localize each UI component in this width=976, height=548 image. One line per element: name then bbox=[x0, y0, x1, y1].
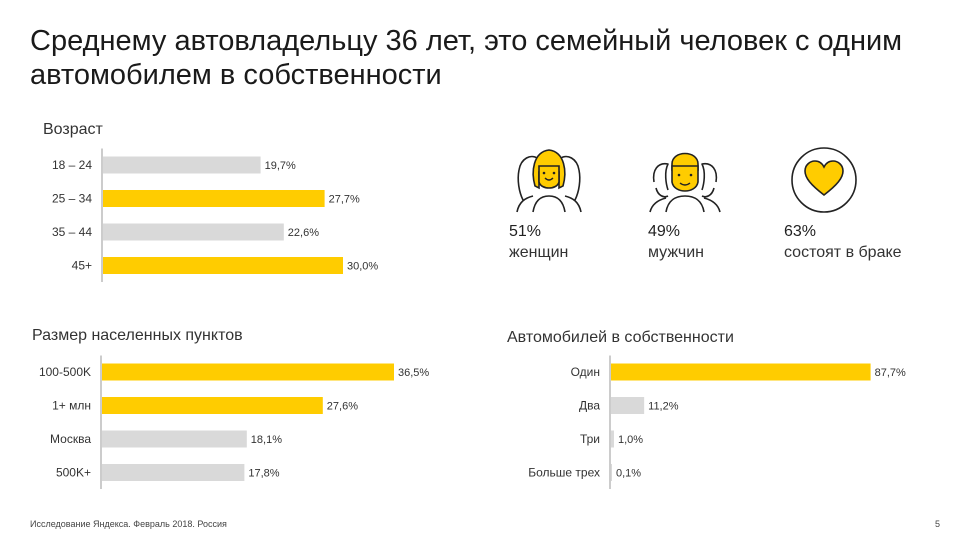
stat-women-value: 51% bbox=[509, 223, 542, 240]
cars-category-label-2: Три bbox=[580, 432, 600, 446]
age-value-label-0: 19,7% bbox=[265, 160, 296, 172]
cars-category-label-3: Больше трех bbox=[528, 466, 600, 480]
age-category-label-0: 18 – 24 bbox=[52, 158, 92, 172]
settlement-bar-1 bbox=[102, 397, 323, 414]
age-value-label-3: 30,0% bbox=[347, 261, 378, 273]
settlement-bar-3 bbox=[102, 464, 245, 481]
stat-men-value: 49% bbox=[648, 223, 681, 240]
settlement-bar-2 bbox=[102, 430, 247, 448]
stat-married-value: 63% bbox=[784, 223, 817, 240]
heart-icon bbox=[791, 147, 857, 213]
age-bar-0 bbox=[103, 156, 261, 174]
age-category-label-2: 35 – 44 bbox=[52, 225, 92, 239]
page-number: 5 bbox=[935, 519, 941, 529]
cars-category-label-1: Два bbox=[579, 399, 600, 413]
age-bar-2 bbox=[103, 223, 284, 241]
stat-married-label: состоят в браке bbox=[784, 244, 902, 261]
settlement-category-label-1: 1+ млн bbox=[52, 399, 91, 413]
cars-value-label-0: 87,7% bbox=[875, 367, 906, 379]
settlement-value-label-1: 27,6% bbox=[327, 401, 358, 413]
age-category-label-3: 45+ bbox=[72, 259, 92, 273]
age-category-label-1: 25 – 34 bbox=[52, 192, 92, 206]
cars-bar-3 bbox=[611, 464, 612, 481]
stat-married: 63% состоят в браке bbox=[784, 222, 954, 264]
age-bar-3 bbox=[103, 257, 343, 274]
settlement-chart-title: Размер населенных пунктов bbox=[32, 327, 243, 344]
stat-men: 49% мужчин bbox=[648, 222, 818, 264]
stat-men-label: мужчин bbox=[648, 244, 704, 261]
page-title: Среднему автовладельцу 36 лет, это семей… bbox=[30, 25, 903, 91]
cars-chart-title: Автомобилей в собственности bbox=[507, 329, 734, 346]
cars-bar-1 bbox=[611, 397, 645, 414]
cars-value-label-3: 0,1% bbox=[616, 468, 641, 480]
settlement-bar-0 bbox=[102, 363, 394, 381]
stat-women-label: женщин bbox=[509, 244, 569, 261]
age-value-label-1: 27,7% bbox=[329, 194, 360, 206]
cars-value-label-1: 11,2% bbox=[648, 401, 679, 413]
settlement-value-label-2: 18,1% bbox=[251, 434, 282, 446]
settlement-category-label-2: Москва bbox=[50, 432, 91, 446]
woman-group-icon bbox=[516, 149, 582, 213]
cars-bar-2 bbox=[611, 430, 614, 448]
settlement-category-label-0: 100-500K bbox=[39, 365, 91, 379]
cars-bar-0 bbox=[611, 363, 871, 381]
age-value-label-2: 22,6% bbox=[288, 227, 319, 239]
age-bar-1 bbox=[103, 190, 325, 207]
settlement-value-label-3: 17,8% bbox=[248, 468, 279, 480]
cars-category-label-0: Один bbox=[571, 365, 600, 379]
man-group-icon bbox=[649, 152, 721, 213]
stat-women: 51% женщин bbox=[509, 222, 679, 264]
settlement-category-label-3: 500K+ bbox=[56, 466, 91, 480]
cars-value-label-2: 1,0% bbox=[618, 434, 643, 446]
footer-source: Исследование Яндекса. Февраль 2018. Росс… bbox=[30, 519, 227, 529]
settlement-value-label-0: 36,5% bbox=[398, 367, 429, 379]
age-chart-title: Возраст bbox=[43, 121, 103, 138]
